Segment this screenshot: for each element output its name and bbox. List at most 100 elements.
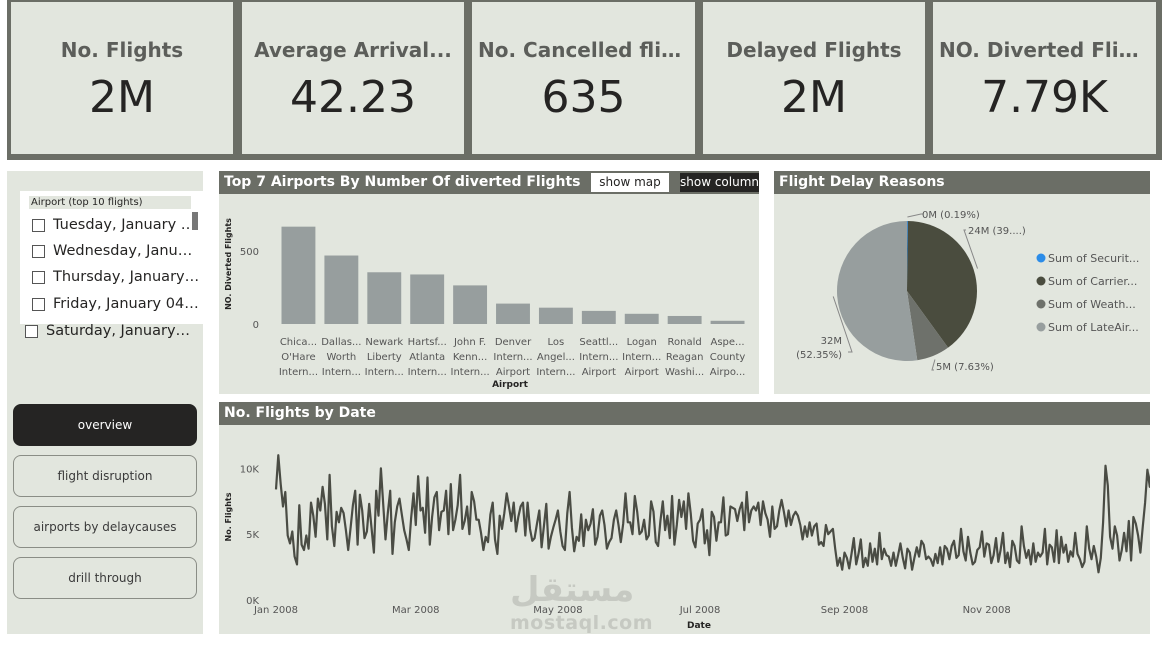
slicer-item-label: Saturday, January 05,...	[46, 323, 193, 339]
x-tick-label: Los	[548, 337, 565, 348]
slicer-item-label: Friday, January 04, 2...	[53, 296, 200, 312]
kpi-title: No. Cancelled flights	[478, 38, 695, 62]
bar	[667, 315, 702, 324]
watermark-latin: mostaql.com	[510, 612, 654, 634]
legend-marker	[1036, 322, 1046, 332]
bar	[710, 320, 745, 324]
show-map-button[interactable]: show map	[591, 173, 669, 192]
slicer-item-label: Thursday, January 03...	[53, 269, 200, 285]
panel-title: No. Flights by Date	[219, 402, 1150, 425]
legend-marker	[1036, 276, 1046, 286]
delay-reasons-pie-panel: Flight Delay Reasons 0M (0.19%) 24M (39..…	[774, 171, 1150, 394]
bar	[624, 313, 659, 324]
airports-by-delaycauses-button[interactable]: airports by delaycauses	[13, 506, 197, 548]
kpi-value: 2M	[89, 72, 155, 123]
line-chart: 0K 5K 10K No. Flights Jan 2008 Mar 2008 May 20…	[224, 454, 1150, 631]
checkbox[interactable]	[32, 270, 45, 284]
checkbox[interactable]	[32, 297, 45, 311]
pie-slice	[907, 221, 908, 291]
legend-marker	[1036, 299, 1046, 309]
kpi-strip: No. Flights 2M Average Arrival... 42.23 …	[7, 0, 1162, 160]
y-axis-title: NO. Diverted Flights	[224, 218, 233, 310]
y-tick-label: 5K	[246, 530, 259, 541]
x-tick-label: Chica...	[280, 337, 317, 348]
bar	[324, 255, 359, 324]
slicer-item[interactable]: Saturday, January 05,...	[25, 321, 193, 341]
x-tick-label: Intern...	[493, 352, 532, 363]
x-tick-label: Airport	[582, 367, 616, 378]
x-tick-label: Intern...	[579, 352, 618, 363]
x-tick-label: Intern...	[622, 352, 661, 363]
kpi-value: 42.23	[290, 72, 416, 123]
pie-leader-line	[907, 213, 923, 218]
bar	[496, 303, 530, 324]
x-tick-label: Ronald	[668, 337, 702, 348]
kpi-title: Delayed Flights	[726, 38, 902, 62]
kpi-card-cancelled: No. Cancelled flights 635	[472, 2, 695, 154]
bar	[453, 285, 488, 324]
x-tick-label: Airport	[625, 367, 659, 378]
x-tick-label: Angel...	[537, 352, 575, 363]
bar	[581, 310, 616, 324]
x-tick-label: Kenn...	[453, 352, 487, 363]
pie-data-label: (52.35%)	[796, 350, 842, 361]
kpi-value: 635	[541, 72, 626, 123]
kpi-value: 7.79K	[981, 72, 1108, 123]
checkbox[interactable]	[32, 244, 45, 258]
x-tick-label: Jan 2008	[253, 605, 298, 616]
y-tick-label: 0	[253, 320, 259, 331]
slicer-header: Airport (top 10 flights)	[29, 196, 191, 209]
panel-title: Flight Delay Reasons	[774, 171, 1150, 194]
x-tick-label: Intern...	[451, 367, 490, 378]
kpi-title: Average Arrival...	[254, 38, 452, 62]
x-tick-label: Intern...	[279, 367, 318, 378]
kpi-title: No. Flights	[60, 38, 184, 62]
x-tick-label: Jul 2008	[679, 605, 721, 616]
kpi-card-delayed: Delayed Flights 2M	[703, 2, 925, 154]
checkbox[interactable]	[25, 324, 38, 338]
slicer-item[interactable]: Thursday, January 03...	[32, 267, 200, 287]
pie-leader-line	[931, 359, 936, 371]
pie-slice	[907, 221, 977, 348]
x-tick-label: O'Hare	[281, 352, 315, 363]
kpi-value: 2M	[781, 72, 847, 123]
pie-slice	[837, 221, 918, 361]
flight-disruption-button[interactable]: flight disruption	[13, 455, 197, 497]
pie-data-label: 5M (7.63%)	[936, 362, 994, 373]
x-tick-label: Reagan	[666, 352, 704, 363]
x-tick-label: Denver	[495, 337, 532, 348]
x-tick-label: Worth	[326, 352, 356, 363]
x-tick-label: John F.	[453, 337, 486, 348]
slicer-item[interactable]: Tuesday, January 01, ...	[32, 215, 200, 235]
slicer-scrollbar[interactable]	[192, 212, 198, 230]
bar-chart: 0 500 NO. Diverted Flights Chica... O'Hare In…	[224, 218, 746, 390]
x-tick-label: Intern...	[322, 367, 361, 378]
legend-label: Sum of LateAir...	[1048, 321, 1139, 334]
x-tick-label: Atlanta	[409, 352, 445, 363]
bar	[410, 274, 445, 324]
show-column-button[interactable]: show column	[680, 173, 759, 192]
x-tick-label: Liberty	[367, 352, 402, 363]
x-tick-label: Intern...	[408, 367, 447, 378]
checkbox[interactable]	[32, 218, 45, 232]
slicer-item-label: Wednesday, January ...	[53, 243, 200, 259]
kpi-card-avg-arrival: Average Arrival... 42.23	[242, 2, 464, 154]
legend-label: Sum of Carrier...	[1048, 275, 1137, 288]
airport-slicer: Airport (top 10 flights) Tuesday, Januar…	[20, 191, 205, 324]
kpi-card-flights: No. Flights 2M	[11, 2, 233, 154]
x-tick-label: County	[710, 352, 746, 363]
flights-by-date-line-panel: No. Flights by Date 0K 5K 10K No. Flights Ja…	[219, 402, 1150, 634]
slicer-item[interactable]: Wednesday, January ...	[32, 241, 200, 261]
pie-data-label: 0M (0.19%)	[922, 210, 980, 221]
kpi-title: NO. Diverted Flights	[939, 38, 1156, 62]
pie-leader-line	[832, 296, 853, 353]
pie-chart: 0M (0.19%) 24M (39....) 5M (7.63%) 32M (52.3…	[796, 210, 1139, 373]
watermark-arabic: مستقل	[510, 570, 635, 610]
legend-label: Sum of Securit...	[1048, 252, 1139, 265]
drill-through-button[interactable]: drill through	[13, 557, 197, 599]
slicer-item[interactable]: Friday, January 04, 2...	[32, 294, 200, 314]
x-tick-label: Aspe...	[710, 337, 744, 348]
left-panel: Airport (top 10 flights) Tuesday, Januar…	[7, 171, 205, 634]
overview-button[interactable]: overview	[13, 404, 197, 446]
x-tick-label: Intern...	[536, 367, 575, 378]
